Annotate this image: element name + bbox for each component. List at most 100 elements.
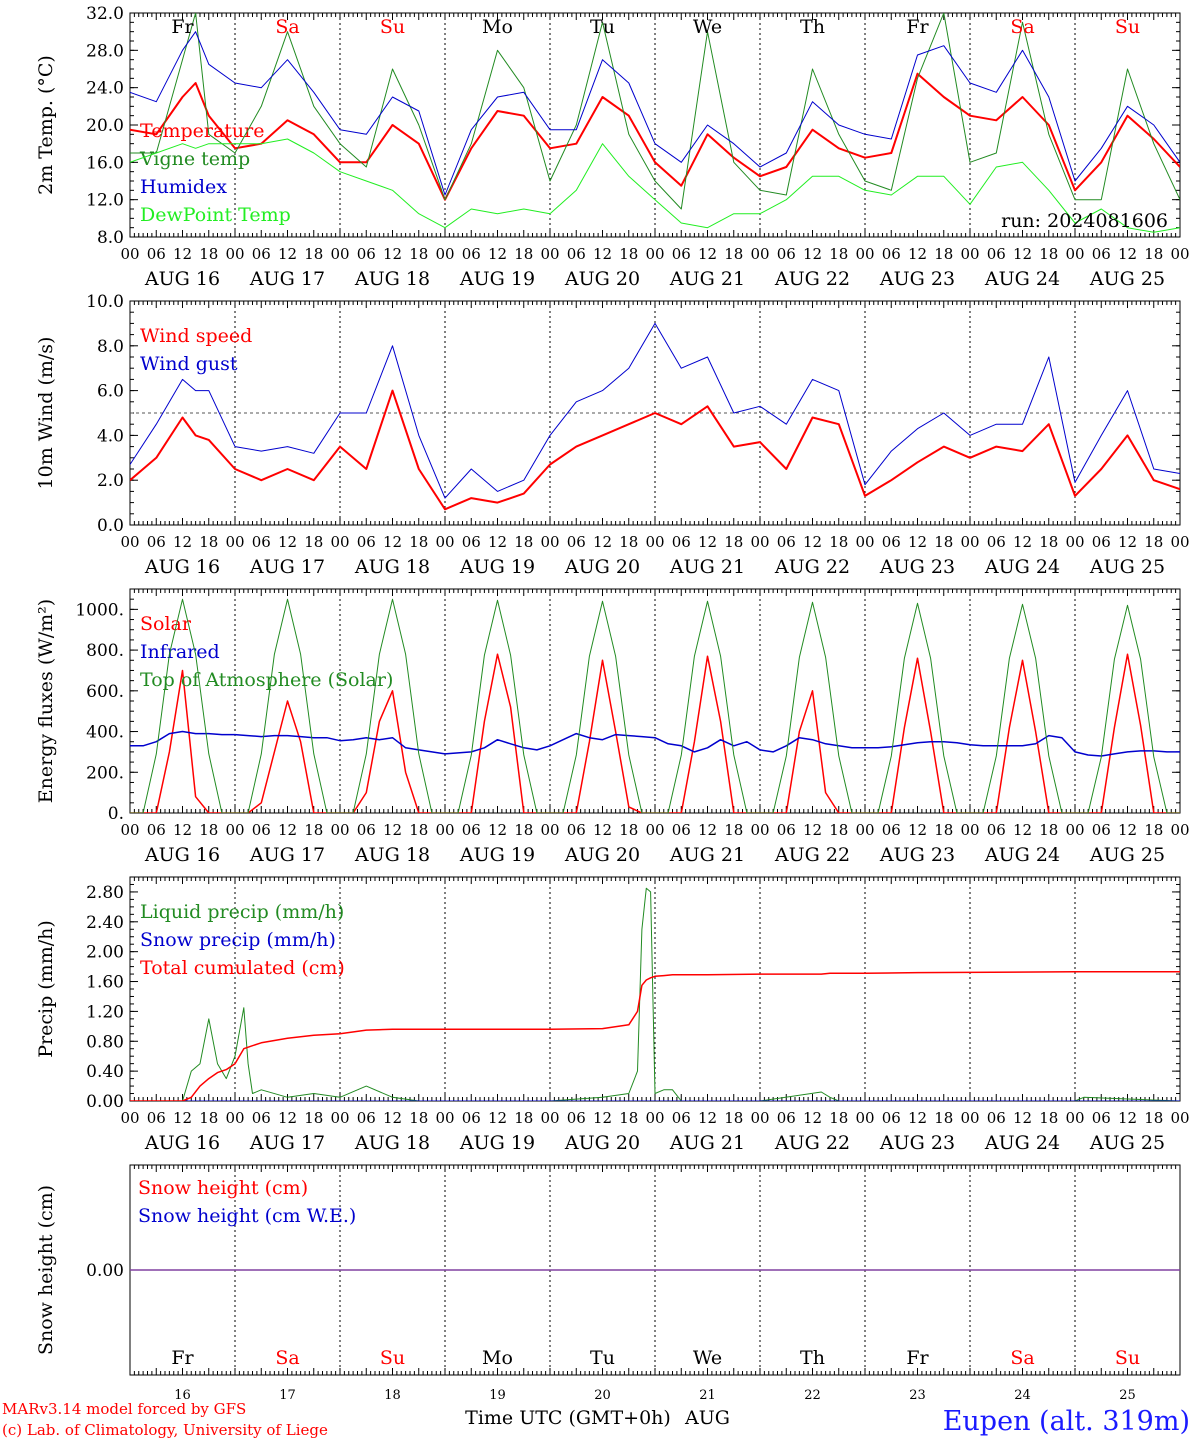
hour-tick-label: 06 [777, 245, 796, 263]
hour-tick-label: 00 [960, 533, 979, 551]
date-label: AUG 18 [354, 268, 430, 290]
hour-tick-label: 06 [882, 245, 901, 263]
hour-tick-label: 00 [435, 821, 454, 839]
date-label: AUG 19 [459, 556, 535, 578]
hour-tick-label: 18 [409, 245, 428, 263]
y-axis-label: Precip (mm/h) [35, 920, 57, 1058]
hour-tick-label: 18 [304, 1109, 323, 1127]
date-label: AUG 18 [354, 1132, 430, 1154]
hour-tick-label: 18 [829, 533, 848, 551]
hour-tick-label: 00 [330, 533, 349, 551]
series-line-1 [130, 653, 1180, 813]
hour-tick-label: 06 [462, 1109, 481, 1127]
date-label: AUG 24 [984, 268, 1060, 290]
hour-tick-label: 00 [120, 1109, 139, 1127]
hour-tick-label: 00 [1170, 1109, 1189, 1127]
hour-tick-label: 06 [1092, 245, 1111, 263]
weekday-label: Su [380, 1347, 405, 1369]
date-number: 24 [1014, 1388, 1031, 1403]
hour-tick-label: 00 [960, 821, 979, 839]
hour-tick-label: 18 [934, 533, 953, 551]
hour-tick-label: 12 [803, 245, 822, 263]
date-number: 22 [804, 1388, 821, 1403]
hour-tick-label: 12 [593, 821, 612, 839]
series-line-2 [130, 730, 1180, 757]
weekday-label: Sa [1010, 16, 1034, 38]
y-tick-label: 200. [86, 763, 124, 783]
date-label: AUG 16 [144, 268, 220, 290]
hour-tick-label: 00 [645, 533, 664, 551]
hour-tick-label: 00 [540, 533, 559, 551]
run-label: run: 2024081606 [1001, 210, 1168, 232]
legend-entry: Solar [140, 613, 192, 635]
hour-tick-label: 18 [1144, 821, 1163, 839]
hour-tick-label: 18 [304, 245, 323, 263]
date-label: AUG 22 [774, 268, 850, 290]
date-label: AUG 19 [459, 844, 535, 866]
date-label: AUG 25 [1089, 1132, 1165, 1154]
hour-tick-label: 12 [383, 1109, 402, 1127]
hour-tick-label: 12 [1013, 821, 1032, 839]
weekday-label: Th [800, 1347, 825, 1369]
hour-tick-label: 18 [409, 821, 428, 839]
hour-tick-label: 00 [855, 821, 874, 839]
hour-tick-label: 18 [934, 1109, 953, 1127]
y-tick-label: 32.0 [86, 4, 124, 24]
y-tick-label: 20.0 [86, 116, 124, 136]
hour-tick-label: 06 [882, 533, 901, 551]
hour-tick-label: 18 [619, 1109, 638, 1127]
hour-tick-label: 06 [1092, 533, 1111, 551]
hour-tick-label: 18 [829, 1109, 848, 1127]
hour-tick-label: 00 [120, 821, 139, 839]
hour-tick-label: 12 [1118, 821, 1137, 839]
hour-tick-label: 06 [987, 245, 1006, 263]
y-tick-label: 6.0 [97, 382, 124, 402]
y-tick-label: 8.0 [97, 337, 124, 357]
hour-tick-label: 06 [252, 245, 271, 263]
hour-tick-label: 06 [987, 1109, 1006, 1127]
date-number: 20 [594, 1388, 611, 1403]
hour-tick-label: 18 [304, 533, 323, 551]
weekday-label: Su [380, 16, 405, 38]
model-credit: MARv3.14 model forced by GFS [2, 1400, 246, 1418]
hour-tick-label: 12 [488, 533, 507, 551]
y-tick-label: 400. [86, 723, 124, 743]
y-tick-label: 0.40 [86, 1062, 124, 1082]
date-number: 17 [279, 1388, 296, 1403]
date-label: AUG 23 [879, 1132, 955, 1154]
date-label: AUG 20 [564, 556, 640, 578]
hour-tick-label: 00 [1170, 245, 1189, 263]
hour-tick-label: 06 [1092, 1109, 1111, 1127]
hour-tick-label: 06 [567, 1109, 586, 1127]
hour-tick-label: 00 [1170, 533, 1189, 551]
hour-tick-label: 12 [593, 533, 612, 551]
legend-entry: Wind gust [140, 353, 238, 375]
panel-2: 0.0 2.0 4.0 6.0 8.0 10.0 10m Wind (m/s) Wind sp… [35, 292, 1190, 578]
weekday-label: Tu [590, 16, 615, 38]
hour-tick-label: 18 [409, 533, 428, 551]
hour-tick-label: 18 [199, 821, 218, 839]
weekday-label: Th [800, 16, 825, 38]
y-tick-label: 0.00 [86, 1261, 124, 1281]
hour-tick-label: 12 [1118, 1109, 1137, 1127]
hour-tick-label: 06 [357, 533, 376, 551]
hour-tick-label: 18 [1039, 1109, 1058, 1127]
date-label: AUG 17 [249, 268, 325, 290]
hour-tick-label: 06 [672, 245, 691, 263]
hour-tick-label: 18 [514, 1109, 533, 1127]
y-tick-label: 12.0 [86, 191, 124, 211]
hour-tick-label: 06 [1092, 821, 1111, 839]
series-line-2 [130, 13, 1180, 210]
y-tick-label: 2.0 [97, 471, 124, 491]
hour-tick-label: 12 [488, 1109, 507, 1127]
y-tick-label: 0.0 [97, 516, 124, 536]
date-label: AUG 25 [1089, 556, 1165, 578]
hour-tick-label: 12 [1013, 245, 1032, 263]
hour-tick-label: 06 [777, 821, 796, 839]
hour-tick-label: 06 [357, 821, 376, 839]
date-label: AUG 21 [669, 268, 745, 290]
weekday-label: Fr [906, 16, 929, 38]
y-tick-label: 8.0 [97, 228, 124, 248]
hour-tick-label: 12 [908, 245, 927, 263]
hour-tick-label: 12 [488, 821, 507, 839]
